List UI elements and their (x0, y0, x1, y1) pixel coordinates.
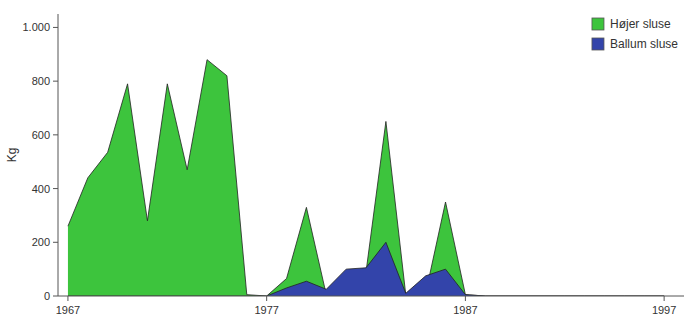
chart: 0 200 400 600 800 1.000 1967 1977 1987 1997 Kg Høje… (0, 0, 700, 328)
x-tick (664, 296, 665, 301)
plot-area (68, 60, 664, 296)
y-tick (53, 242, 58, 243)
area (68, 242, 664, 296)
axes: 0 200 400 600 800 1.000 1967 1977 1987 1997 (22, 14, 684, 316)
y-tick-label: 800 (32, 75, 50, 87)
y-axis-line (58, 14, 59, 296)
area-line (68, 242, 664, 296)
y-tick-label: 200 (32, 236, 50, 248)
x-tick-label: 1967 (56, 304, 80, 316)
x-tick-label: 1987 (453, 304, 477, 316)
legend-label: Ballum sluse (610, 37, 678, 51)
x-tick-label: 1997 (652, 304, 676, 316)
y-tick (53, 81, 58, 82)
y-axis-label: Kg (5, 148, 19, 163)
x-tick (67, 296, 68, 301)
y-tick-label: 600 (32, 129, 50, 141)
y-tick (53, 188, 58, 189)
legend-swatch (592, 18, 604, 30)
y-tick-label: 0 (44, 290, 50, 302)
y-tick-label: 1.000 (22, 21, 50, 33)
legend-item: Højer sluse (592, 17, 671, 31)
y-tick (53, 296, 58, 297)
area (68, 60, 664, 296)
legend-swatch (592, 38, 604, 50)
legend: Højer sluse Ballum sluse (592, 17, 678, 51)
x-tick-label: 1977 (254, 304, 278, 316)
area-line (68, 60, 664, 296)
y-tick-label: 400 (32, 183, 50, 195)
y-tick (53, 27, 58, 28)
y-tick (53, 134, 58, 135)
x-tick (266, 296, 267, 301)
x-axis-line (58, 296, 684, 297)
x-tick (465, 296, 466, 301)
legend-label: Højer sluse (610, 17, 671, 31)
legend-item: Ballum sluse (592, 37, 678, 51)
